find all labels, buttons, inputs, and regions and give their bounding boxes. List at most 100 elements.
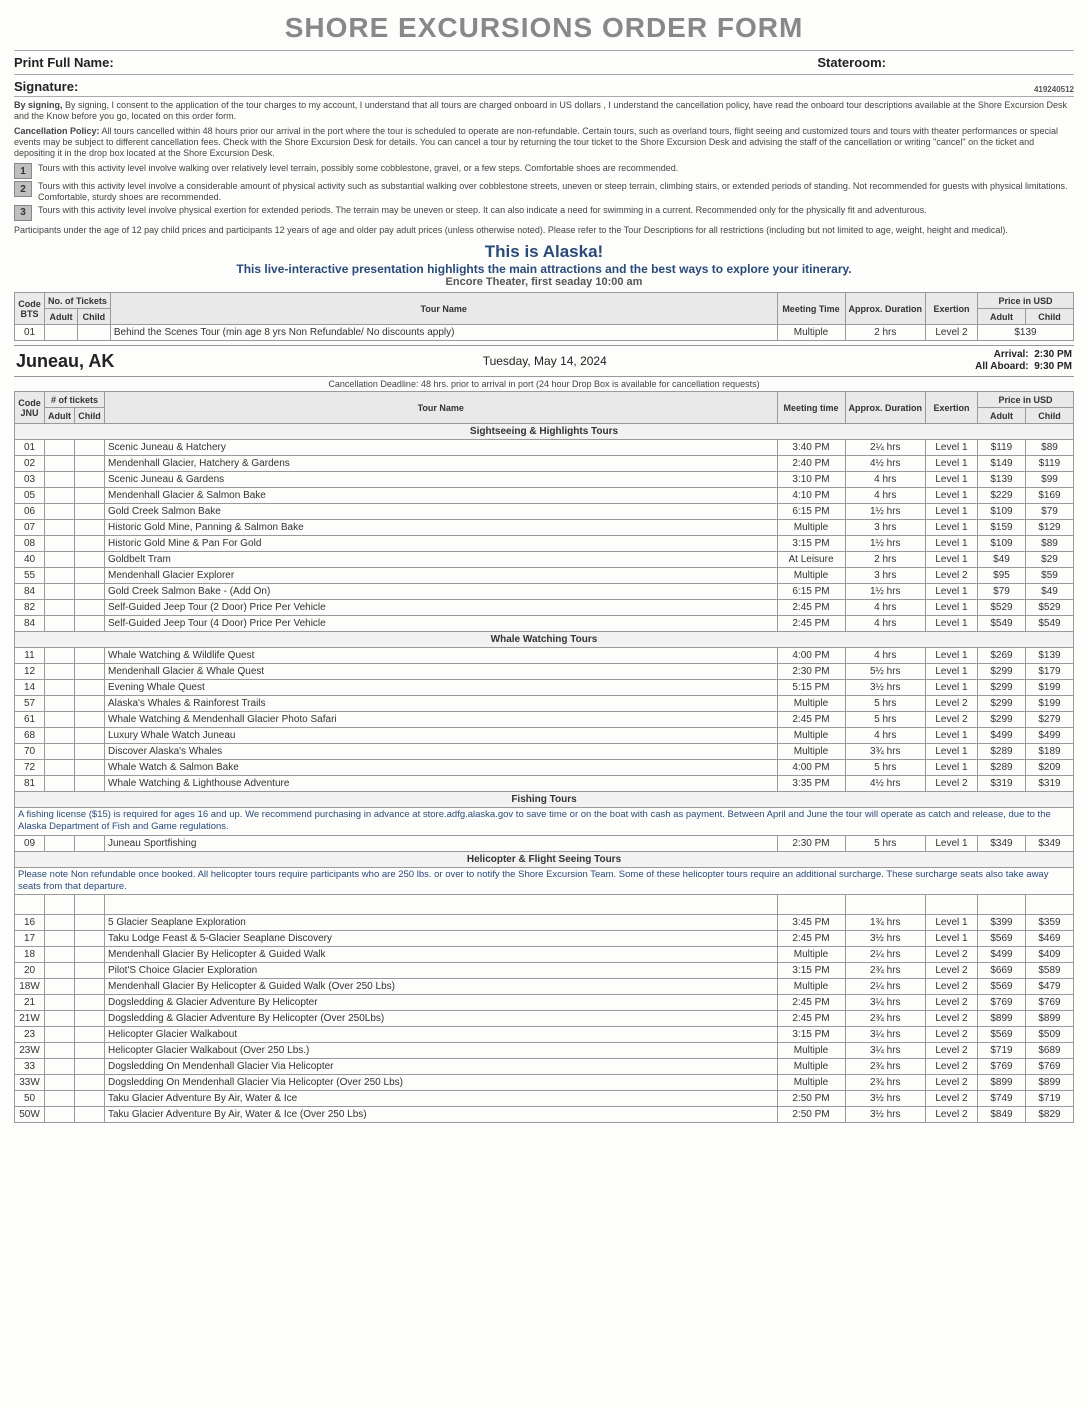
cell-child[interactable]: [75, 488, 105, 504]
cell-adult[interactable]: [45, 728, 75, 744]
cell-child[interactable]: [75, 696, 105, 712]
table-row: 50Taku Glacier Adventure By Air, Water &…: [15, 1091, 1074, 1107]
cell-adult[interactable]: [45, 648, 75, 664]
cell-adult[interactable]: [45, 1011, 75, 1027]
cell-name: Dogsledding & Glacier Adventure By Helic…: [105, 1011, 778, 1027]
cell-child[interactable]: [75, 520, 105, 536]
cell-child[interactable]: [75, 584, 105, 600]
cell-adult[interactable]: [45, 616, 75, 632]
cell-code: 33: [15, 1059, 45, 1075]
cell-child[interactable]: [75, 600, 105, 616]
table-row: 84Gold Creek Salmon Bake - (Add On)6:15 …: [15, 584, 1074, 600]
hdr-tickets: No. of Tickets: [45, 293, 111, 309]
cell-adult[interactable]: [45, 995, 75, 1011]
cell-pa: $319: [978, 776, 1026, 792]
cell-adult[interactable]: [45, 979, 75, 995]
cell-adult[interactable]: [45, 584, 75, 600]
table-row: 21WDogsledding & Glacier Adventure By He…: [15, 1011, 1074, 1027]
cell-child[interactable]: [75, 472, 105, 488]
cell-child[interactable]: [75, 1059, 105, 1075]
cell-dur: 2¾ hrs: [845, 1011, 926, 1027]
cell-dur: 4 hrs: [845, 472, 926, 488]
cell-adult[interactable]: [45, 552, 75, 568]
table-row: 61Whale Watching & Mendenhall Glacier Ph…: [15, 712, 1074, 728]
port-times: Arrival: 2:30 PM All Aboard: 9:30 PM: [975, 349, 1072, 373]
cell-child[interactable]: [75, 915, 105, 931]
cell-dur: 5 hrs: [845, 712, 926, 728]
cell-adult[interactable]: [45, 1075, 75, 1091]
cell-adult[interactable]: [45, 568, 75, 584]
cell-adult[interactable]: [45, 1107, 75, 1123]
cell-adult[interactable]: [45, 1027, 75, 1043]
cell-adult[interactable]: [45, 325, 78, 341]
form-id: 419240512: [1034, 85, 1074, 94]
cell-child[interactable]: [75, 616, 105, 632]
cell-adult[interactable]: [45, 760, 75, 776]
cell-adult[interactable]: [45, 947, 75, 963]
cell-child[interactable]: [75, 995, 105, 1011]
cell-child[interactable]: [75, 1027, 105, 1043]
cell-child[interactable]: [75, 835, 105, 851]
cell-child[interactable]: [75, 931, 105, 947]
cell-adult[interactable]: [45, 915, 75, 931]
cell-pa: $299: [978, 696, 1026, 712]
cell-child[interactable]: [75, 1091, 105, 1107]
cell-adult[interactable]: [45, 504, 75, 520]
cell-child[interactable]: [75, 776, 105, 792]
cell-adult[interactable]: [45, 696, 75, 712]
cell-child[interactable]: [75, 1043, 105, 1059]
cell-adult[interactable]: [45, 472, 75, 488]
cell-adult[interactable]: [45, 1043, 75, 1059]
hdr-code: CodeJNU: [15, 392, 45, 424]
cell-pc: $829: [1026, 1107, 1074, 1123]
cell-adult[interactable]: [45, 456, 75, 472]
cell-child[interactable]: [75, 552, 105, 568]
cell-child[interactable]: [75, 1107, 105, 1123]
cell-child[interactable]: [75, 664, 105, 680]
cell-child[interactable]: [77, 325, 110, 341]
cell-adult[interactable]: [45, 1059, 75, 1075]
cell-adult[interactable]: [45, 963, 75, 979]
cell-adult[interactable]: [45, 931, 75, 947]
cell-child[interactable]: [75, 568, 105, 584]
cell-child[interactable]: [75, 536, 105, 552]
cell-child[interactable]: [75, 728, 105, 744]
cell-adult[interactable]: [45, 440, 75, 456]
cell-adult[interactable]: [45, 776, 75, 792]
cell-pa: $229: [978, 488, 1026, 504]
cell-adult[interactable]: [45, 520, 75, 536]
cell-child[interactable]: [75, 963, 105, 979]
cell-ex: Level 2: [926, 979, 978, 995]
cell-ex: Level 1: [926, 931, 978, 947]
cell-adult[interactable]: [45, 744, 75, 760]
cell-child[interactable]: [75, 760, 105, 776]
cell-child[interactable]: [75, 456, 105, 472]
cell-adult[interactable]: [45, 680, 75, 696]
cell-child[interactable]: [75, 648, 105, 664]
cell-child[interactable]: [75, 979, 105, 995]
cell-child[interactable]: [75, 440, 105, 456]
cell-child[interactable]: [75, 680, 105, 696]
cell-ex: Level 2: [926, 995, 978, 1011]
cell-code: 23: [15, 1027, 45, 1043]
cell-pa: $569: [978, 931, 1026, 947]
cell-name: Gold Creek Salmon Bake - (Add On): [105, 584, 778, 600]
cell-pc: $319: [1026, 776, 1074, 792]
cell-child[interactable]: [75, 1075, 105, 1091]
cell-child[interactable]: [75, 947, 105, 963]
cell-adult[interactable]: [45, 536, 75, 552]
cell-adult[interactable]: [45, 712, 75, 728]
cell-ex: Level 1: [926, 472, 978, 488]
cell-adult[interactable]: [45, 488, 75, 504]
cell-name: Dogsledding & Glacier Adventure By Helic…: [105, 995, 778, 1011]
cell-child[interactable]: [75, 1011, 105, 1027]
cell-mt: 2:40 PM: [777, 456, 845, 472]
cell-ex: Level 2: [926, 568, 978, 584]
cell-child[interactable]: [75, 504, 105, 520]
cell-adult[interactable]: [45, 600, 75, 616]
cell-child[interactable]: [75, 744, 105, 760]
cell-child[interactable]: [75, 712, 105, 728]
cell-adult[interactable]: [45, 1091, 75, 1107]
cell-adult[interactable]: [45, 835, 75, 851]
cell-adult[interactable]: [45, 664, 75, 680]
